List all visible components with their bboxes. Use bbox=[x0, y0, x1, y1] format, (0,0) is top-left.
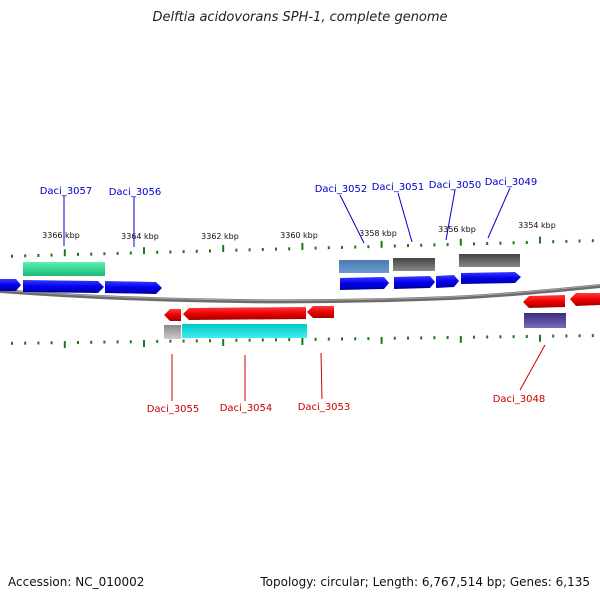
gene-arrow-forward[interactable] bbox=[0, 279, 21, 291]
leader-line-reverse bbox=[320, 352, 323, 400]
reverse-strand bbox=[164, 293, 600, 321]
leader-line-forward bbox=[445, 189, 456, 241]
scale-label: 3362 kbp bbox=[201, 232, 239, 241]
scale-label: 3354 kbp bbox=[518, 221, 556, 230]
gene-label-forward[interactable]: Daci_3052 bbox=[315, 184, 368, 195]
gene-label-forward[interactable]: Daci_3057 bbox=[40, 186, 93, 197]
genome-summary: Topology: circular; Length: 6,767,514 bp… bbox=[260, 575, 590, 589]
tick-row-top bbox=[11, 236, 594, 258]
gene-arrow-forward[interactable] bbox=[394, 276, 435, 289]
gene-label-reverse[interactable]: Daci_3055 bbox=[147, 404, 200, 415]
leader-line-forward bbox=[397, 192, 413, 243]
feature-bar-cyan[interactable] bbox=[182, 324, 307, 338]
map-title: Delftia acidovorans SPH-1, complete geno… bbox=[152, 10, 448, 25]
gene-arrow-forward[interactable] bbox=[340, 277, 389, 290]
gene-label-forward[interactable]: Daci_3049 bbox=[485, 177, 538, 188]
feature-bar-gray[interactable] bbox=[459, 254, 520, 267]
gene-arrow-forward[interactable] bbox=[23, 280, 104, 293]
forward-annotations bbox=[23, 254, 520, 276]
gene-label-reverse[interactable]: Daci_3054 bbox=[220, 403, 273, 414]
gene-label-reverse[interactable]: Daci_3053 bbox=[298, 402, 351, 413]
gene-label-forward[interactable]: Daci_3051 bbox=[372, 182, 425, 193]
scale-label: 3358 kbp bbox=[359, 229, 397, 238]
feature-bar-purple[interactable] bbox=[524, 313, 566, 328]
leader-line-reverse bbox=[519, 344, 546, 391]
tick-row-bottom bbox=[11, 334, 594, 349]
scale-label: 3366 kbp bbox=[42, 231, 80, 240]
gene-arrow-reverse[interactable] bbox=[307, 306, 334, 318]
leader-line-forward bbox=[487, 187, 511, 239]
leader-line-forward bbox=[339, 194, 365, 244]
gene-arrow-forward[interactable] bbox=[105, 281, 162, 294]
gene-arrow-forward[interactable] bbox=[461, 272, 521, 284]
feature-bar-lightgray[interactable] bbox=[164, 325, 181, 339]
reverse-annotations bbox=[164, 313, 566, 339]
gene-arrow-reverse[interactable] bbox=[523, 295, 565, 308]
scale-label: 3360 kbp bbox=[280, 231, 318, 240]
feature-bar-steel[interactable] bbox=[339, 260, 389, 273]
gene-arrow-reverse[interactable] bbox=[164, 309, 181, 321]
gene-arrow-forward[interactable] bbox=[436, 275, 459, 288]
gene-arrow-reverse[interactable] bbox=[570, 293, 600, 306]
forward-strand bbox=[0, 272, 521, 294]
accession-label: Accession: NC_010002 bbox=[8, 575, 145, 589]
scale-label: 3364 kbp bbox=[121, 232, 159, 241]
feature-bar-teal[interactable] bbox=[23, 262, 105, 276]
gene-label-forward[interactable]: Daci_3050 bbox=[429, 180, 482, 191]
genome-backbone-highlight bbox=[0, 284, 600, 301]
scale-label: 3356 kbp bbox=[438, 225, 476, 234]
genome-backbone bbox=[0, 284, 600, 304]
gene-label-reverse[interactable]: Daci_3048 bbox=[493, 394, 546, 405]
feature-bar-gray[interactable] bbox=[393, 258, 435, 271]
gene-label-forward[interactable]: Daci_3056 bbox=[109, 187, 162, 198]
gene-arrow-reverse[interactable] bbox=[183, 307, 306, 320]
